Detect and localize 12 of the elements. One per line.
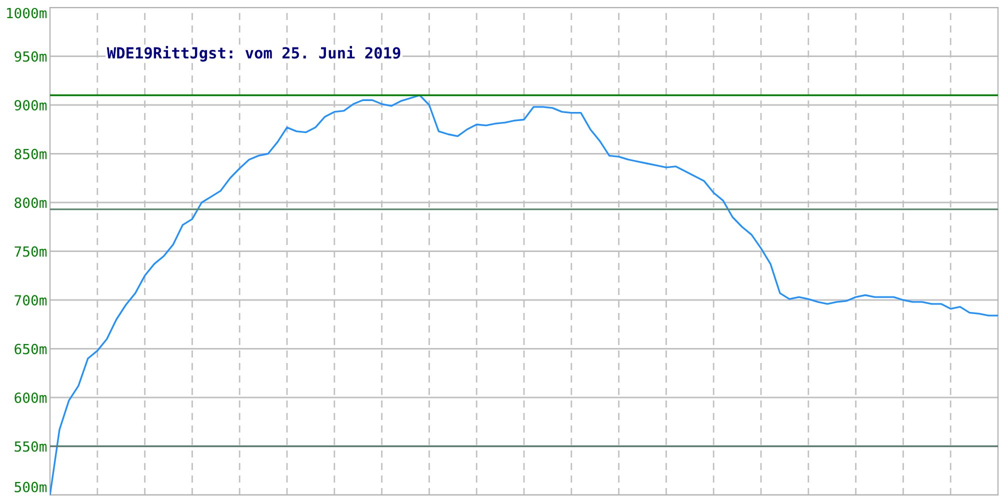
y-tick-label: 600m bbox=[14, 392, 47, 404]
y-tick-label: 500m bbox=[14, 482, 47, 492]
y-tick-label: 550m bbox=[14, 441, 47, 452]
y-tick-label: 650m bbox=[14, 344, 47, 354]
y-tick-label: 800m bbox=[14, 198, 47, 208]
y-tick-label: 700m bbox=[14, 295, 47, 306]
text: WDE19RittJgst: vom 25. Juni 2019 bbox=[106, 46, 400, 62]
y-tick-label: 900m bbox=[14, 100, 47, 111]
y-tick-label: 950m bbox=[14, 51, 47, 62]
y-tick-label: 750m bbox=[14, 246, 47, 257]
y-tick-label: 1000m bbox=[7, 8, 47, 18]
y-tick-label: 850m bbox=[14, 148, 47, 160]
